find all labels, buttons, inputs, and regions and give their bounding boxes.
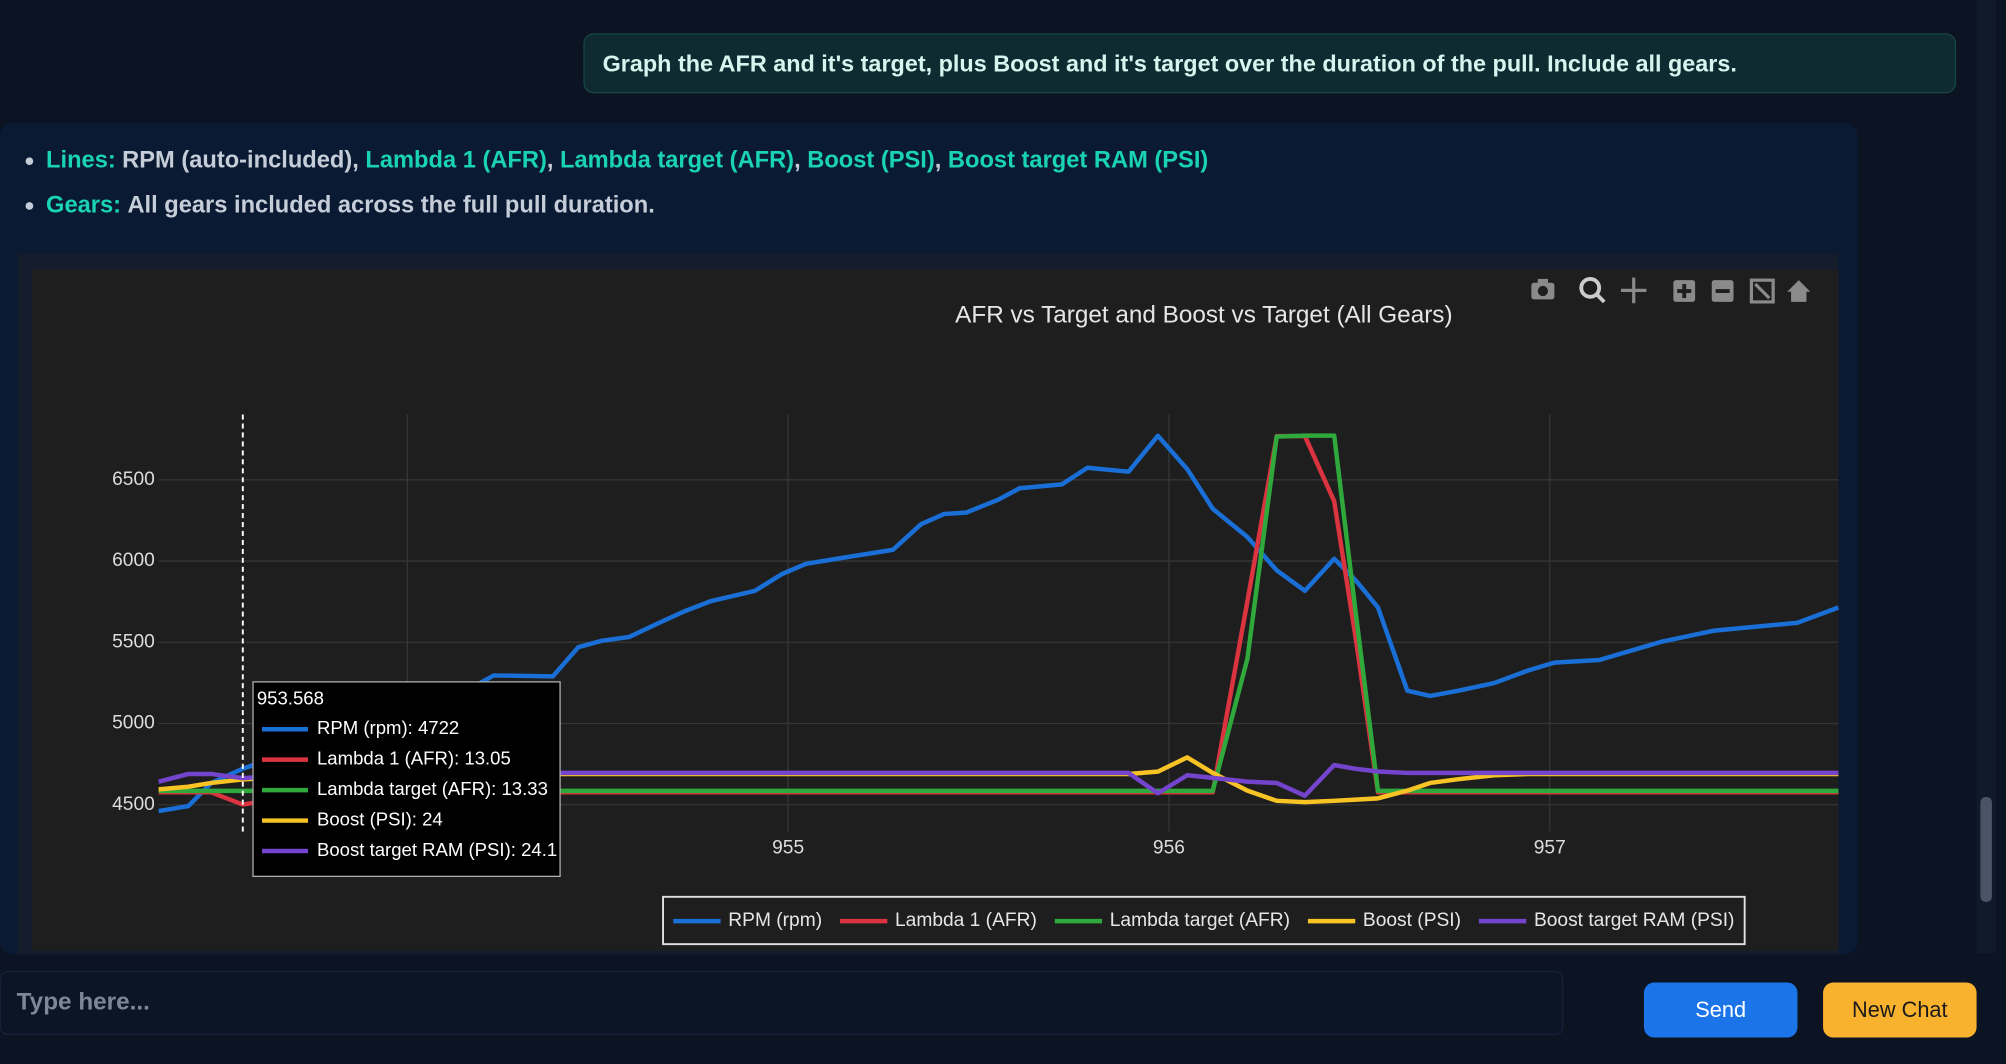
bullet-text: Lambda target (AFR) <box>560 145 795 173</box>
tooltip-title: 953.568 <box>257 688 324 709</box>
y-tick-label: 5000 <box>112 713 155 734</box>
tooltip-box <box>252 681 561 877</box>
send-button[interactable]: Send <box>1643 982 1798 1038</box>
x-tick-label: 955 <box>772 837 804 858</box>
bullet-text: RPM (auto-included), <box>122 145 366 173</box>
x-tick-label: 957 <box>1534 837 1566 858</box>
scrollbar-thumb[interactable] <box>1980 797 1992 902</box>
new-chat-button[interactable]: New Chat <box>1823 982 1977 1038</box>
legend-label: Lambda target (AFR) <box>1110 910 1290 931</box>
bullet: Gears: All gears included across the full… <box>25 190 655 219</box>
legend-label: Boost target RAM (PSI) <box>1534 910 1734 931</box>
legend-label: Lambda 1 (AFR) <box>895 910 1037 931</box>
x-tick-label: 956 <box>1153 837 1185 858</box>
bullet: Lines: RPM (auto-included), Lambda 1 (AFR… <box>25 145 1209 174</box>
y-tick-label: 5500 <box>112 631 155 652</box>
bullet-text: Boost target RAM (PSI) <box>947 145 1209 173</box>
chart-title: AFR vs Target and Boost vs Target (All G… <box>955 301 1452 328</box>
reset-icon[interactable] <box>1787 280 1811 302</box>
bullet-dot <box>25 157 34 166</box>
bullet-text: Boost (PSI) <box>807 145 935 173</box>
autoscale-icon[interactable] <box>1749 278 1775 304</box>
y-tick-label: 6000 <box>112 550 155 571</box>
tooltip-item: Lambda target (AFR): 13.33 <box>317 778 548 799</box>
camera-icon[interactable] <box>1531 278 1555 300</box>
bullet-text: All gears included across the full pull … <box>127 190 655 218</box>
bullet-text: Lambda 1 (AFR) <box>365 145 547 173</box>
y-tick-label: 4500 <box>112 794 155 815</box>
series-line <box>158 433 1840 814</box>
bullet-dot <box>25 202 34 210</box>
y-tick-label: 6500 <box>112 469 155 490</box>
legend-label: RPM (rpm) <box>728 910 822 931</box>
message-input[interactable]: Type here... <box>0 971 1564 1035</box>
bullet-text: , <box>546 145 561 173</box>
bullet-text: , <box>934 145 948 173</box>
zoom-in-icon[interactable] <box>1673 280 1696 302</box>
tooltip-item: Boost target RAM (PSI): 24.1 <box>317 839 557 860</box>
tooltip-item: Boost (PSI): 24 <box>317 808 443 829</box>
tooltip-item: RPM (rpm): 4722 <box>317 717 459 738</box>
pan-icon[interactable] <box>1620 277 1647 304</box>
tooltip: 953.568 RPM (rpm): 4722 Lambda 1 (AFR): 13… <box>252 681 561 877</box>
user-message: Graph the AFR and it's target, plus Boos… <box>583 33 1957 94</box>
bullet-label: Gears: <box>46 190 122 218</box>
tooltip-item: Lambda 1 (AFR): 13.05 <box>317 748 511 769</box>
bullet-text: , <box>794 145 808 173</box>
bullet-label: Lines: <box>46 145 116 173</box>
legend-label: Boost (PSI) <box>1363 910 1461 931</box>
modebar <box>1531 276 1811 304</box>
zoom-out-icon[interactable] <box>1711 280 1734 302</box>
legend: RPM (rpm) Lambda 1 (AFR) Lambda target (AF… <box>662 895 1746 946</box>
zoom-icon[interactable] <box>1579 276 1606 304</box>
scrollbar[interactable] <box>1976 0 1996 954</box>
